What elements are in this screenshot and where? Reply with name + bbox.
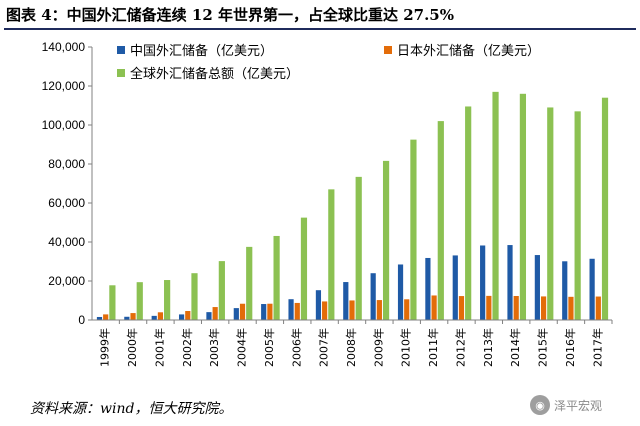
y-tick-label: 60,000 <box>48 196 85 210</box>
bar-global-3 <box>191 273 198 320</box>
bar-global-2 <box>164 280 171 320</box>
legend-label-japan: 日本外汇储备（亿美元） <box>397 43 540 59</box>
y-tick-label: 40,000 <box>48 235 85 249</box>
bar-japan-0 <box>103 314 109 320</box>
x-tick-label: 2007年 <box>317 328 331 367</box>
bar-global-10 <box>382 160 390 320</box>
y-tick-label: 20,000 <box>48 274 85 288</box>
legend-swatch-japan <box>384 46 392 54</box>
bar-global-9 <box>355 176 362 320</box>
legend-label-china: 中国外汇储备（亿美元） <box>130 43 273 59</box>
bar-global-13 <box>465 106 472 320</box>
bar-china-3 <box>178 314 185 320</box>
bar-japan-7 <box>294 302 300 320</box>
bar-china-13 <box>452 255 458 320</box>
y-tick-label: 140,000 <box>42 40 86 54</box>
bar-china-8 <box>315 290 322 320</box>
bar-china-2 <box>151 315 157 320</box>
watermark: ◉ 泽平宏观 <box>530 394 602 416</box>
bar-japan-12 <box>431 295 437 320</box>
bar-global-16 <box>547 107 554 320</box>
x-tick-label: 1999年 <box>98 328 112 367</box>
bar-japan-3 <box>185 311 191 320</box>
x-tick-label: 2010年 <box>399 328 413 367</box>
x-tick-label: 2008年 <box>344 328 358 367</box>
x-tick-label: 2016年 <box>563 328 577 367</box>
y-tick-label: 80,000 <box>48 157 85 171</box>
bar-japan-5 <box>239 303 246 320</box>
bar-japan-18 <box>595 296 601 320</box>
bar-japan-17 <box>568 296 574 320</box>
bar-china-10 <box>370 273 376 320</box>
y-tick-label: 100,000 <box>42 118 86 132</box>
bar-china-9 <box>343 282 349 320</box>
x-tick-label: 2000年 <box>125 328 139 367</box>
bar-japan-11 <box>404 299 410 320</box>
bar-china-15 <box>507 245 513 320</box>
bar-japan-10 <box>376 300 382 320</box>
bar-japan-1 <box>130 313 136 320</box>
bar-global-5 <box>246 246 253 320</box>
bar-japan-2 <box>157 312 164 320</box>
bar-global-11 <box>410 139 417 320</box>
bar-china-1 <box>124 316 130 320</box>
bar-japan-6 <box>267 303 273 320</box>
bar-china-18 <box>589 258 595 320</box>
bar-japan-16 <box>540 296 547 320</box>
bar-global-7 <box>300 217 308 320</box>
bar-japan-8 <box>322 301 328 320</box>
bar-china-17 <box>562 261 568 320</box>
legend-swatch-china <box>117 46 125 54</box>
chart-title: 图表 4：中国外汇储备连续 12 年世界第一，占全球比重达 27.5% <box>6 6 454 24</box>
x-tick-label: 2011年 <box>426 328 440 367</box>
bar-china-5 <box>233 308 239 320</box>
x-tick-label: 2014年 <box>508 328 522 367</box>
x-tick-label: 2005年 <box>262 328 276 367</box>
bar-china-0 <box>96 316 103 320</box>
bar-global-17 <box>574 111 581 320</box>
bar-global-15 <box>519 93 527 320</box>
x-tick-label: 2003年 <box>207 328 221 367</box>
bar-china-14 <box>480 245 486 320</box>
title-underline <box>4 28 636 30</box>
bar-china-16 <box>534 255 540 320</box>
x-tick-label: 2013年 <box>481 328 495 367</box>
bar-china-12 <box>425 257 431 320</box>
bar-china-6 <box>261 304 267 320</box>
bar-global-6 <box>273 235 280 320</box>
x-tick-label: 2017年 <box>590 328 604 367</box>
bar-japan-14 <box>486 295 492 320</box>
y-tick-label: 0 <box>78 313 85 327</box>
x-tick-label: 2006年 <box>289 328 303 367</box>
bar-japan-9 <box>349 300 355 320</box>
wechat-logo-icon: ◉ <box>530 395 550 415</box>
bar-japan-4 <box>212 307 218 320</box>
x-tick-label: 2001年 <box>152 328 166 367</box>
bar-global-18 <box>601 97 609 320</box>
bar-japan-13 <box>458 296 465 320</box>
bar-chart: 0 20,000 40,000 60,000 80,000 100,000 120,000 1… <box>42 40 613 367</box>
bar-global-12 <box>437 121 444 320</box>
legend-label-global: 全球外汇储备总额（亿美元） <box>130 66 299 82</box>
bar-global-1 <box>136 282 143 320</box>
x-tick-label: 2004年 <box>235 328 249 367</box>
watermark-text: 泽平宏观 <box>554 398 603 413</box>
bar-china-7 <box>288 299 294 320</box>
bar-china-4 <box>206 312 212 320</box>
bar-global-8 <box>328 189 335 320</box>
source-note: 资料来源：wind，恒大研究院。 <box>30 401 233 417</box>
x-tick-label: 2002年 <box>180 328 194 367</box>
bar-china-11 <box>397 264 404 320</box>
x-tick-label: 2015年 <box>536 328 550 367</box>
x-tick-label: 2009年 <box>371 328 385 367</box>
bar-japan-15 <box>513 295 519 320</box>
bar-global-14 <box>492 91 499 320</box>
x-tick-label: 2012年 <box>453 328 467 367</box>
y-tick-label: 120,000 <box>42 79 86 93</box>
legend-swatch-global <box>117 69 125 77</box>
bar-global-4 <box>218 261 225 320</box>
bar-global-0 <box>109 285 116 320</box>
